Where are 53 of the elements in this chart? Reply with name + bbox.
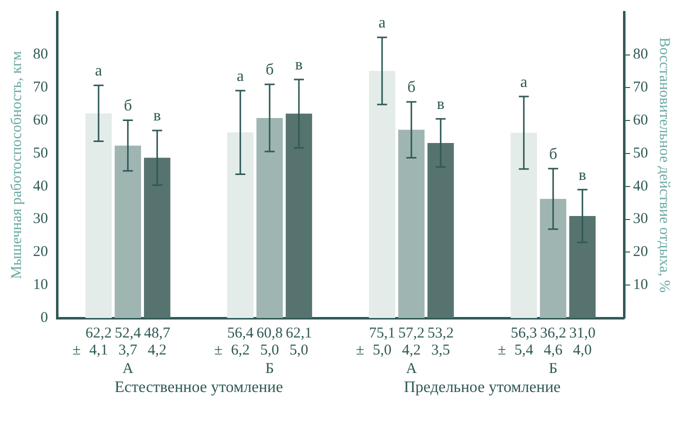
x-tick-label: А [406, 360, 417, 377]
text: ± [72, 342, 81, 358]
text: в [153, 108, 161, 125]
text: а [378, 14, 386, 32]
data-label: 52,4 3,7 [114, 325, 142, 358]
y-tick-label: 10 [33, 277, 48, 294]
text: ± [356, 342, 364, 358]
text: а [520, 74, 528, 91]
data-label: 56,4 6,2 [227, 325, 254, 358]
text: ± [498, 342, 506, 358]
x-tick-label: Б [265, 360, 274, 377]
x-tick-label: А [122, 360, 134, 377]
text: а [236, 68, 244, 85]
y-tick-label: 0 [40, 310, 48, 326]
y2-tick-label: 10 [633, 277, 648, 294]
data-label: 62,1 5,0 [286, 325, 312, 358]
text: Естественное утомление [114, 379, 283, 396]
data-label: 75,1 5,0 [368, 325, 396, 358]
y-tick-label: 60 [33, 112, 48, 129]
y2-tick-label: 50 [633, 145, 648, 162]
data-label: 60,8 5,0 [256, 325, 283, 358]
text: ± [214, 342, 222, 358]
text: б [266, 62, 274, 79]
y2-tick-label: 30 [633, 211, 648, 228]
x-tick-label: Б [548, 360, 558, 377]
y2-tick-label: 80 [633, 46, 648, 63]
y-axis-title: Мышечная работоспособность, кгм [8, 50, 25, 279]
text: а [95, 62, 102, 80]
y-tick-label: 80 [33, 46, 48, 63]
text: б [407, 79, 416, 96]
y-tick-label: 20 [33, 244, 48, 260]
y-tick-label: 30 [33, 211, 48, 228]
text: б [549, 146, 558, 163]
text: в [295, 56, 303, 74]
data-label: 56,3 5,4 [510, 325, 537, 358]
series-label: в [436, 96, 445, 114]
data-label: 31,0 4,0 [569, 325, 596, 358]
y2-tick-label: 60 [633, 112, 648, 129]
data-label: 53,2 3,5 [428, 325, 454, 358]
data-label: 48,7 4,2 [144, 325, 171, 358]
data-label: 62,2 4,1 [85, 325, 112, 358]
y-tick-label: 50 [33, 145, 48, 162]
y2-tick-label: 40 [633, 178, 648, 194]
y2-tick-label: 20 [633, 244, 648, 260]
text: в [578, 166, 586, 184]
y2-axis-title: Восстановительное действие отдыха, % [656, 37, 672, 293]
y2-tick-label: 70 [633, 80, 648, 96]
data-label: 36,2 4,6 [540, 325, 566, 358]
series-label: б [124, 97, 132, 114]
data-label: 57,2 4,2 [398, 325, 424, 358]
text: Предельное утомление [404, 379, 561, 396]
y-tick-label: 40 [33, 178, 48, 194]
y-tick-label: 70 [33, 80, 48, 96]
